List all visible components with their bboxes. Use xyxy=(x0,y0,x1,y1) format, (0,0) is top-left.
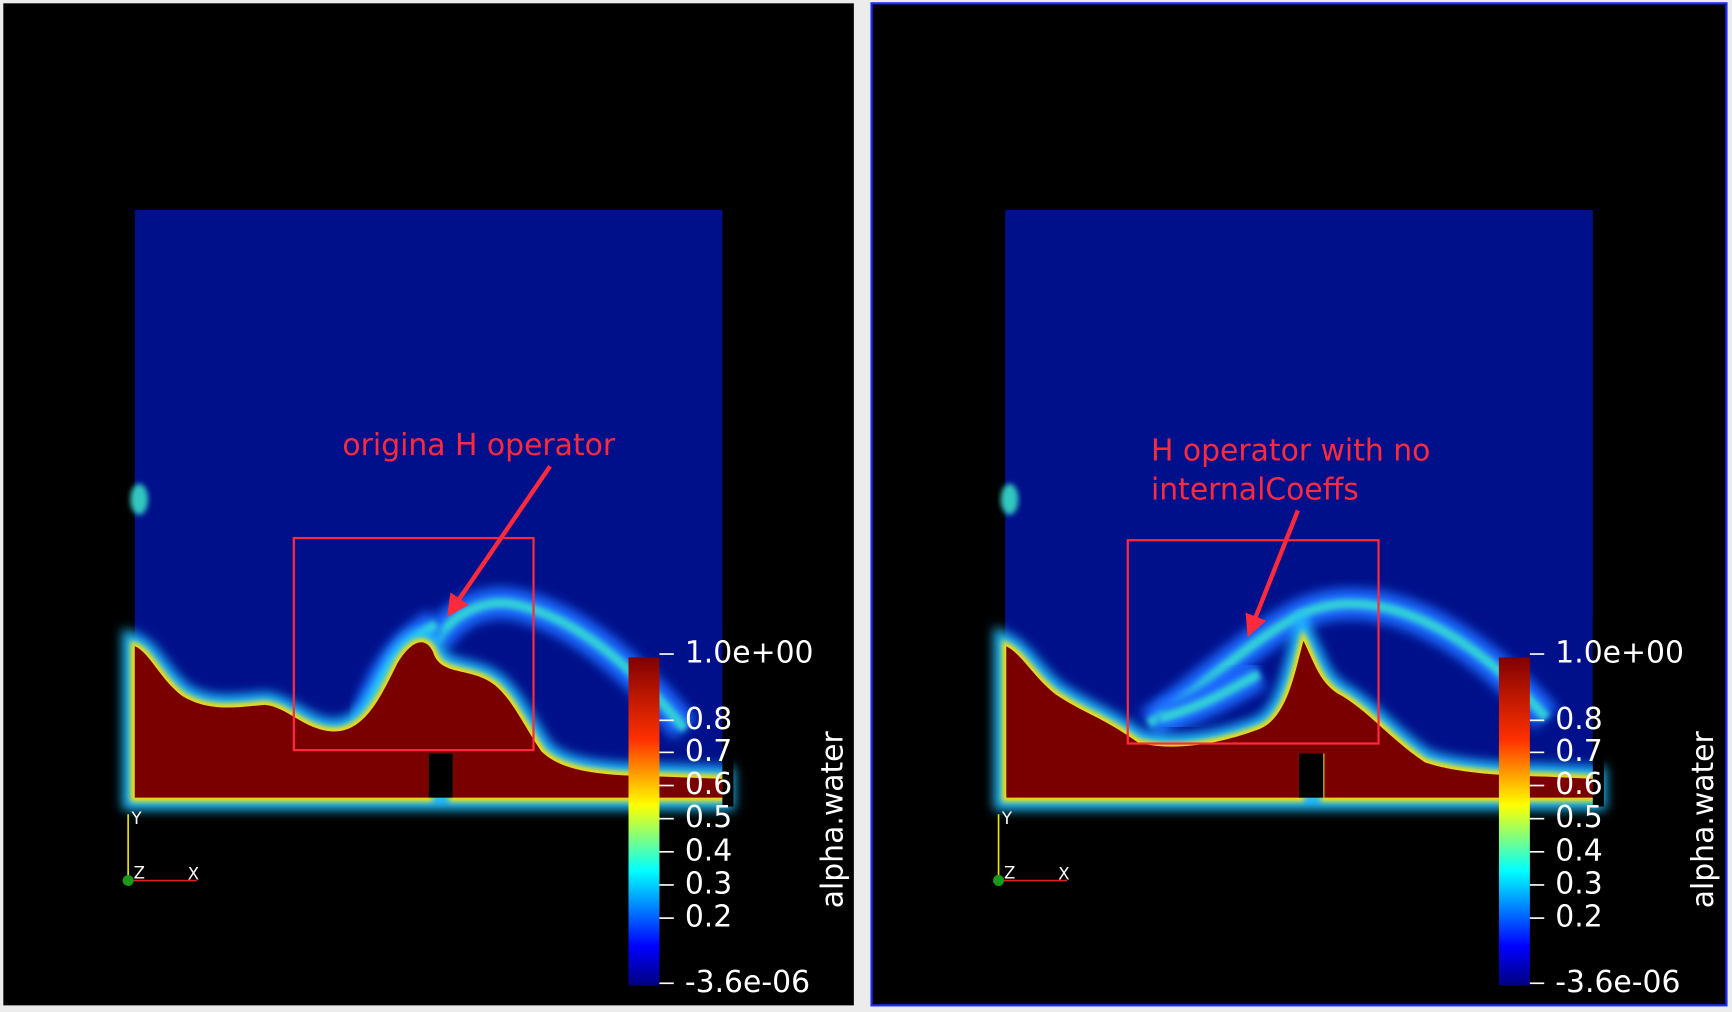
colorbar-label: 0.4 xyxy=(1555,833,1602,868)
axis-z xyxy=(122,875,134,887)
annotation: internalCoeffs xyxy=(1151,472,1359,507)
arrow xyxy=(447,464,552,617)
colorbar-label: 0.8 xyxy=(1555,702,1602,737)
plume-core xyxy=(1158,669,1262,723)
axis-label: Y xyxy=(130,809,142,828)
colorbar-label: 0.8 xyxy=(685,702,732,737)
colorbar-label: 0.2 xyxy=(1555,900,1602,935)
mask-right xyxy=(1592,618,1604,807)
render-view: origina H operator 1.0e+00 0.80.70.60.50.4… xyxy=(3,3,854,1006)
axis-label: Y xyxy=(1001,809,1013,828)
colorbar-label: 0.6 xyxy=(685,767,732,802)
axis-label: Z xyxy=(134,863,145,882)
droplet xyxy=(130,483,149,515)
annotation: H operator with no xyxy=(1151,434,1430,469)
colorbar-label: 0.4 xyxy=(685,833,732,868)
mask-right xyxy=(722,618,734,807)
axis-label: X xyxy=(188,864,199,883)
colorbar-title: alpha.water xyxy=(1686,730,1721,908)
colorbar-label: 0.6 xyxy=(1555,767,1602,802)
axis-label: Z xyxy=(1004,863,1015,882)
annotation: origina H operator xyxy=(342,428,615,463)
water xyxy=(134,642,723,798)
axis-z xyxy=(993,875,1005,887)
colorbar-label: 0.5 xyxy=(685,800,732,835)
colorbar-label: 0.7 xyxy=(685,734,732,769)
obstacle xyxy=(428,753,453,798)
colorbar-label: 0.3 xyxy=(685,866,732,901)
droplet xyxy=(1000,483,1019,515)
highlight-box xyxy=(1126,539,1380,745)
colorbar-label: 0.3 xyxy=(1555,866,1602,901)
colorbar-label: 1.0e+00 xyxy=(1555,636,1684,671)
colorbar-title: alpha.water xyxy=(815,730,850,908)
colorbar-label: 0.7 xyxy=(1555,734,1602,769)
colorbar-label: -3.6e-06 xyxy=(1555,965,1680,1000)
colorbar-label: 1.0e+00 xyxy=(685,636,814,671)
colorbar-label: -3.6e-06 xyxy=(685,965,810,1000)
field xyxy=(994,209,1607,810)
water xyxy=(1006,640,1594,798)
highlight-box xyxy=(292,536,535,752)
arrow xyxy=(1245,509,1300,638)
colorbar-label: 0.2 xyxy=(685,900,732,935)
colorbar xyxy=(1498,657,1530,986)
colorbar xyxy=(628,657,660,986)
colorbar-label: 0.5 xyxy=(1555,800,1602,835)
axis-label: X xyxy=(1058,864,1069,883)
plume-core xyxy=(1146,598,1551,728)
obstacle xyxy=(1299,753,1324,798)
